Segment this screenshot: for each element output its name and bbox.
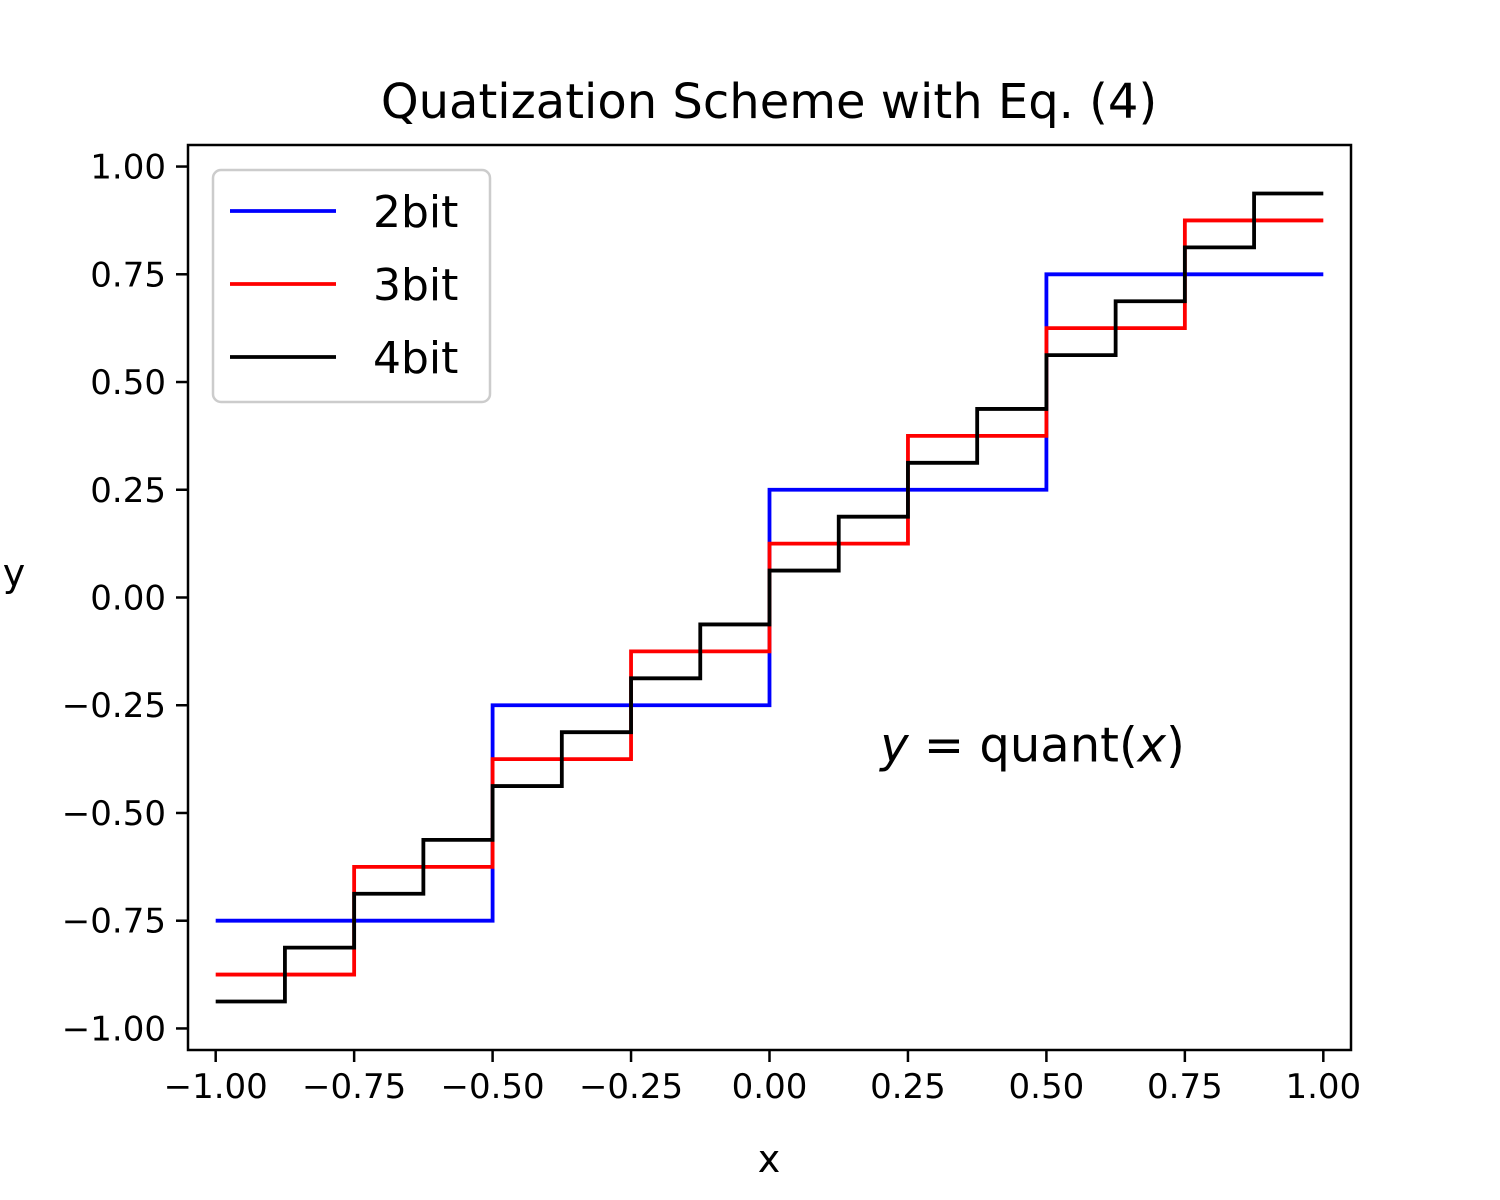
y-tick-label: 0.50 bbox=[90, 363, 166, 403]
x-axis-label: x bbox=[758, 1137, 781, 1181]
x-axis-ticks: −1.00 −0.75 −0.50 −0.25 0.00 0.25 0.50 0.75 1.00 bbox=[164, 1050, 1361, 1107]
legend: 2bit 3bit 4bit bbox=[211, 168, 492, 404]
legend-label-2bit: 2bit bbox=[373, 187, 458, 238]
annotation-close: ) bbox=[1166, 717, 1185, 773]
series-line-4bit bbox=[215, 191, 1324, 1004]
x-tick-label: 0.75 bbox=[1147, 1067, 1223, 1107]
annotation-y-symbol: y bbox=[878, 717, 909, 773]
legend-box bbox=[211, 168, 492, 404]
legend-label-4bit: 4bit bbox=[373, 333, 458, 384]
x-tick-label: 0.25 bbox=[870, 1067, 946, 1107]
y-tick-label: 1.00 bbox=[90, 148, 166, 188]
y-axis-ticks: −1.00 −0.75 −0.50 −0.25 0.00 0.25 0.50 0.75 1.00 bbox=[62, 148, 188, 1049]
y-tick-label: −0.50 bbox=[62, 794, 166, 834]
x-tick-label: −0.75 bbox=[302, 1067, 406, 1107]
chart-title: Quatization Scheme with Eq. (4) bbox=[381, 74, 1157, 130]
y-tick-label: −1.00 bbox=[62, 1009, 166, 1049]
x-tick-label: −1.00 bbox=[164, 1067, 268, 1107]
y-tick-label: −0.75 bbox=[62, 902, 166, 942]
y-tick-label: −0.25 bbox=[62, 686, 166, 726]
x-tick-label: 1.00 bbox=[1285, 1067, 1361, 1107]
equation-annotation: y = quant(x) bbox=[878, 717, 1185, 773]
x-tick-label: −0.50 bbox=[440, 1067, 544, 1107]
y-tick-label: 0.25 bbox=[90, 471, 166, 511]
x-tick-label: −0.25 bbox=[579, 1067, 683, 1107]
x-tick-label: 0.00 bbox=[732, 1067, 808, 1107]
y-tick-label: 0.00 bbox=[90, 579, 166, 619]
series-layer bbox=[215, 191, 1324, 1004]
annotation-func: quant( bbox=[979, 717, 1137, 773]
annotation-x-symbol: x bbox=[1136, 717, 1167, 773]
y-axis-label: y bbox=[3, 551, 26, 595]
y-tick-label: 0.75 bbox=[90, 255, 166, 295]
annotation-equals: = bbox=[909, 717, 980, 773]
x-tick-label: 0.50 bbox=[1009, 1067, 1085, 1107]
legend-label-3bit: 3bit bbox=[373, 260, 458, 311]
